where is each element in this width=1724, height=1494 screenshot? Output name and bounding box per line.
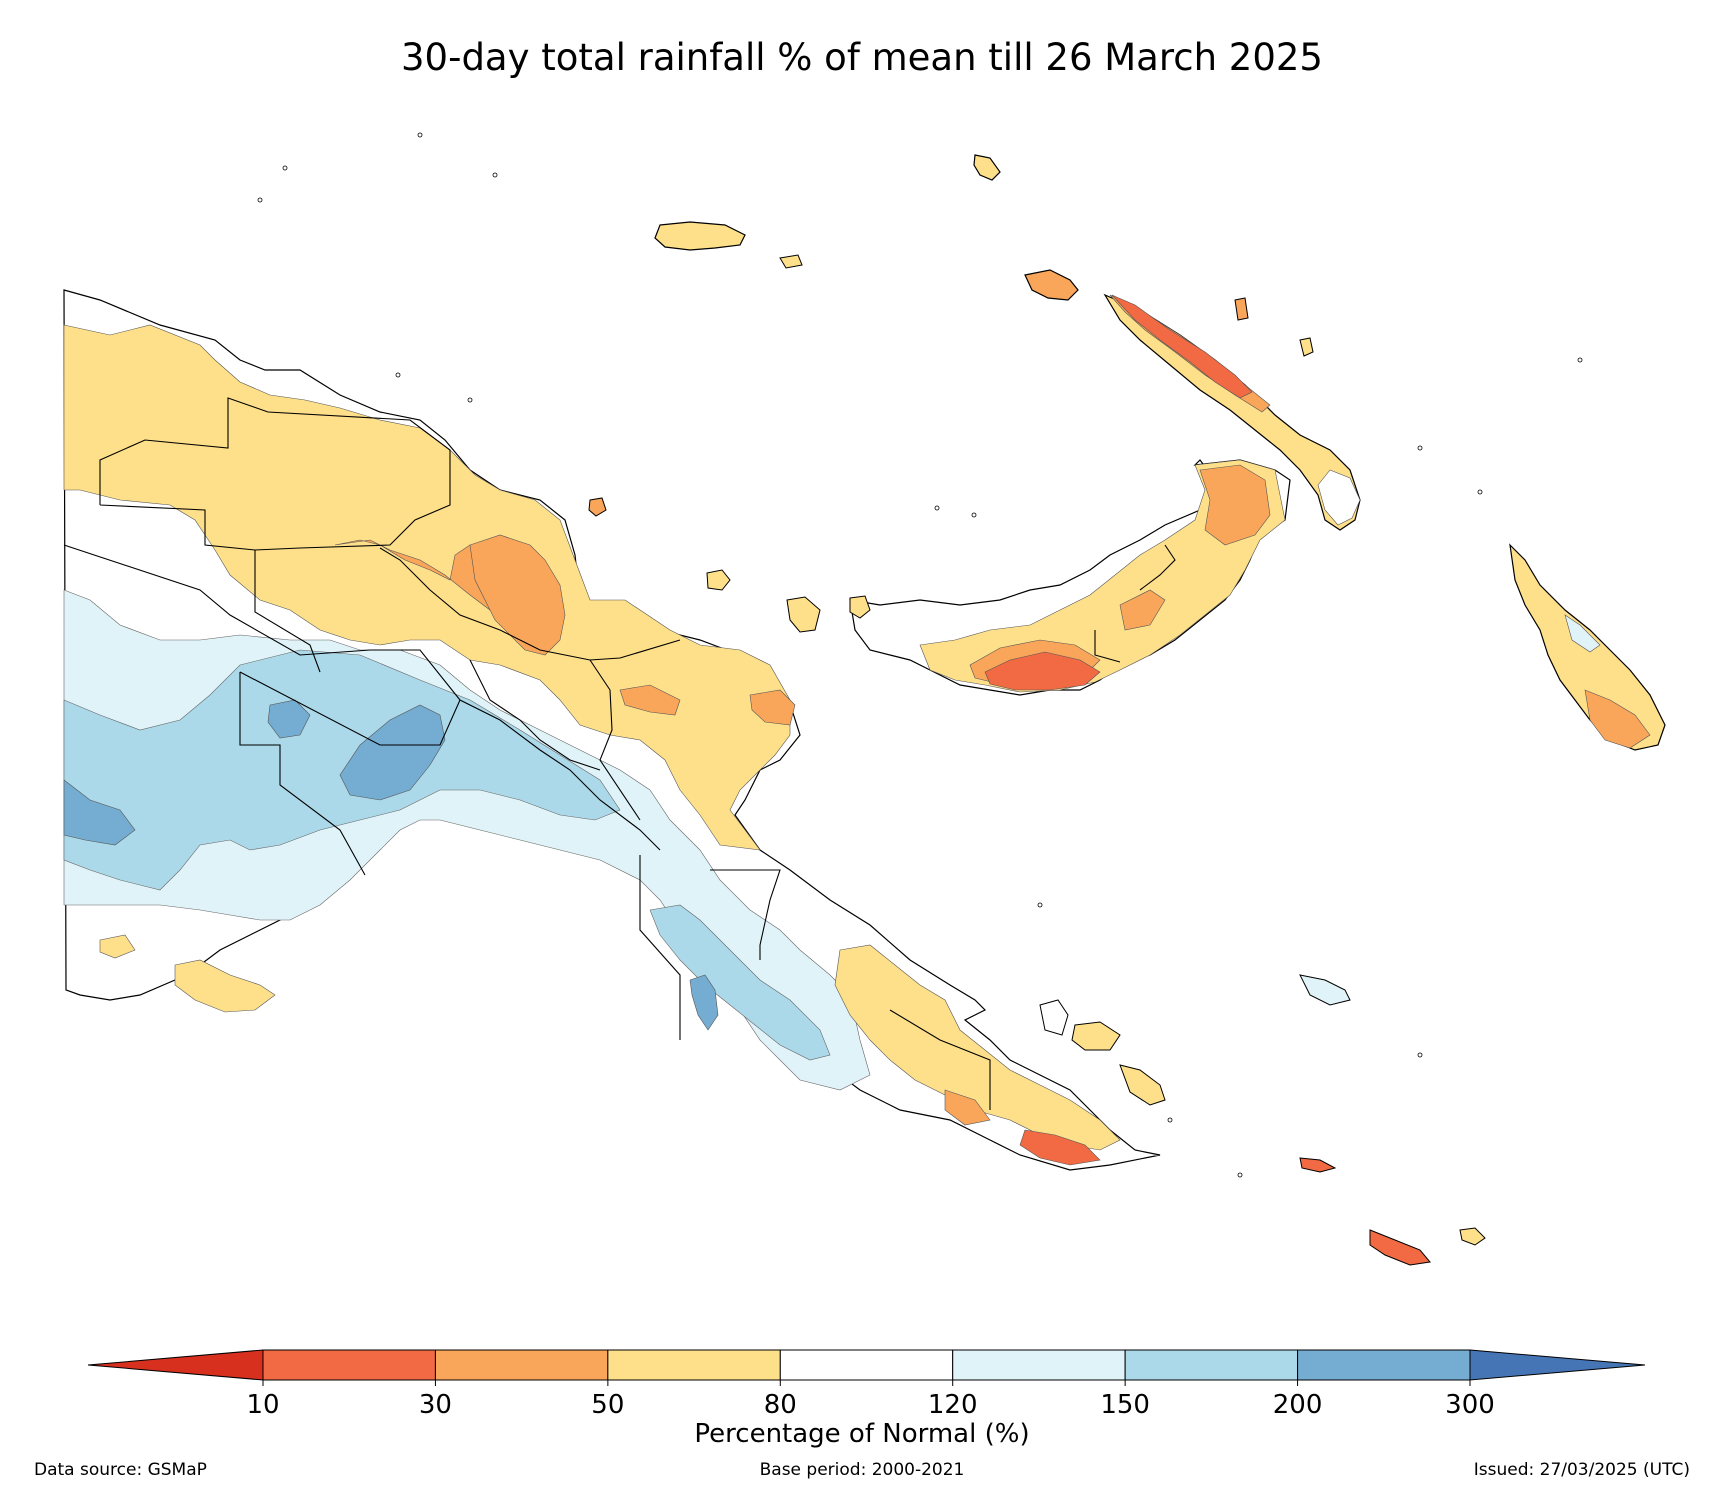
- normanby-island: [1119, 1064, 1166, 1106]
- colorbar-extend-high: [1469, 1349, 1646, 1381]
- data-source-note: Data source: GSMaP: [34, 1460, 207, 1480]
- colorbar-bin: [1297, 1349, 1471, 1381]
- base-period-note: Base period: 2000-2021: [759, 1460, 965, 1480]
- umboi-island: [849, 595, 871, 619]
- anomaly-region-new-britain-30-50b: [1119, 589, 1166, 631]
- anomaly-region-fly-200-300: [339, 704, 446, 801]
- small-islets: [257, 132, 1583, 1178]
- map-title: 30-day total rainfall % of mean till 26 …: [401, 36, 1323, 79]
- karkar-island: [706, 569, 731, 591]
- new-hanover-island: [1024, 269, 1079, 301]
- anomaly-region-madang-30-50: [749, 689, 796, 726]
- colorbar-tick-label: 300: [1445, 1390, 1495, 1420]
- anomaly-region-sw-coast-50-80: [174, 959, 276, 1013]
- anomaly-region-new-ireland-10-30: [1111, 294, 1253, 399]
- manus-islet: [779, 254, 803, 269]
- colorbar-bin: [779, 1349, 954, 1381]
- colorbar-bins: [87, 1349, 1646, 1381]
- anomaly-region-new-britain-30-50: [1199, 464, 1271, 546]
- colorbar-bin: [607, 1349, 781, 1381]
- wuvulu-island: [588, 497, 607, 517]
- misima-island: [1299, 1157, 1337, 1173]
- colorbar-tick-label: 150: [1100, 1390, 1150, 1420]
- lihir-islands: [1299, 337, 1314, 357]
- anomaly-region-se-peninsula-30-50: [944, 1089, 991, 1126]
- colorbar-bin: [1124, 1349, 1299, 1381]
- goodenough-island: [1039, 999, 1069, 1036]
- anomaly-region-new-britain-50-80: [919, 459, 1286, 693]
- new-ireland-white-tail: [1317, 469, 1361, 526]
- anomaly-region-gulf-200-300: [267, 699, 311, 739]
- anomaly-region-se-peninsula-50-80: [834, 944, 1121, 1151]
- colorbar-tick-label: 80: [764, 1390, 797, 1420]
- anomaly-region-papuan-coast-200-300: [689, 974, 719, 1031]
- anomaly-region-sepik-30-50b: [469, 534, 566, 656]
- anomaly-region-west-200-300: [63, 779, 136, 846]
- colorbar-tick-label: 50: [591, 1390, 624, 1420]
- issued-note: Issued: 27/03/2025 (UTC): [1473, 1460, 1690, 1480]
- fergusson-island: [1071, 1021, 1121, 1051]
- colorbar-title: Percentage of Normal (%): [694, 1419, 1029, 1449]
- anomaly-region-bougainville-30-50: [1584, 689, 1651, 749]
- colorbar-tick-label: 30: [419, 1390, 452, 1420]
- colorbar-tick-label: 120: [928, 1390, 978, 1420]
- mussau-island: [973, 154, 1001, 181]
- trobriand-islands: [1299, 974, 1351, 1006]
- colorbar-extend-low: [87, 1349, 264, 1381]
- anomaly-region-highlands-30-50: [619, 684, 681, 716]
- colorbar-tick-label: 200: [1273, 1390, 1323, 1420]
- colorbar-tick-label: 10: [246, 1390, 279, 1420]
- anomaly-region-bougainville-120-150: [1564, 614, 1601, 653]
- tabar-islands: [1234, 297, 1249, 321]
- colorbar-ticks: 10 30 50 80 120 150 200 300: [246, 1380, 1495, 1420]
- rossel-island: [1459, 1227, 1486, 1246]
- province-boundaries: [63, 397, 991, 1110]
- anomaly-region-se-tip-10-30: [1019, 1129, 1101, 1166]
- new-britain-boundary: [1094, 544, 1176, 663]
- colorbar-bin: [262, 1349, 436, 1381]
- anomaly-region-sw-inland-50-80: [99, 934, 136, 959]
- colorbar-bin: [952, 1349, 1126, 1381]
- sudest-island: [1369, 1229, 1431, 1266]
- long-island: [786, 596, 821, 633]
- manus-island: [654, 221, 746, 251]
- anomaly-region-papuan-coast-150-200: [649, 904, 831, 1061]
- colorbar-bin: [434, 1349, 609, 1381]
- anomaly-region-new-britain-10-30: [984, 651, 1101, 691]
